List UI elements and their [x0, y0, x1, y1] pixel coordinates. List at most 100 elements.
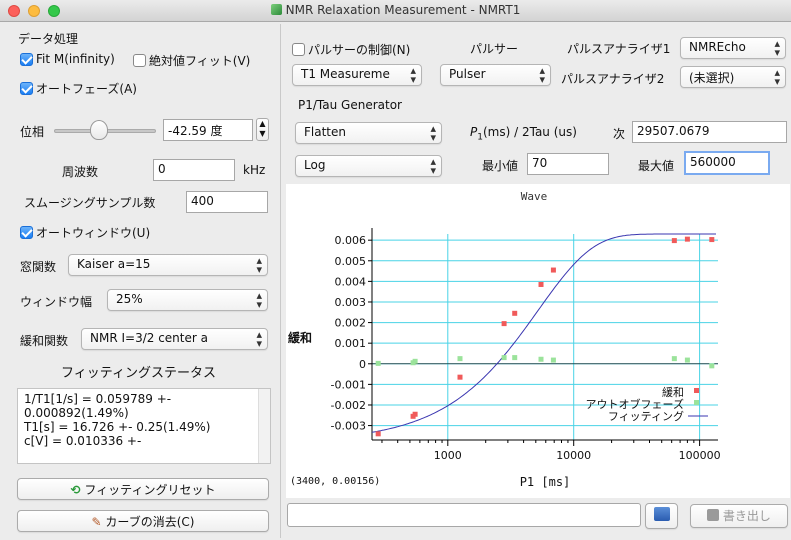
close-window-button[interactable]	[8, 5, 20, 17]
clear-curve-label: カーブの消去(C)	[105, 515, 195, 529]
out-of-phase-point	[709, 363, 715, 369]
x-tick-label: 100000	[679, 449, 721, 462]
x-tick-label: 1000	[434, 449, 462, 462]
relax-func-value: NMR I=3/2 center a	[90, 331, 208, 345]
next-label: 次	[613, 127, 626, 141]
y-tick-label: 0.005	[335, 255, 367, 268]
pulser-select[interactable]: Pulser ▴ ▾	[440, 64, 551, 86]
data-processing-title: データ処理	[18, 32, 79, 46]
relax-point	[550, 267, 556, 273]
relax-func-label: 緩和関数	[20, 334, 69, 348]
window-func-select[interactable]: Kaiser a=15 ▴ ▾	[68, 254, 268, 276]
fit-minf-check-box[interactable]	[20, 52, 33, 66]
flatten-select[interactable]: Flatten ▴ ▾	[295, 122, 442, 144]
fitting-reset-button[interactable]: ⟲ フィッティングリセット	[17, 478, 269, 500]
min-label: 最小値	[482, 159, 519, 173]
window-width-label: ウィンドウ幅	[20, 295, 93, 309]
frequency-label: 周波数	[62, 165, 99, 179]
x-axis-label: P1 [ms]	[520, 475, 571, 489]
chevron-updown-icon: ▴ ▾	[256, 254, 262, 276]
window-func-label: 窓関数	[20, 260, 57, 274]
pulser-control-check-box[interactable]	[292, 43, 305, 56]
next-value-field[interactable]: 29507.0679	[632, 121, 787, 143]
out-of-phase-point	[457, 356, 463, 362]
frequency-field[interactable]: 0	[153, 159, 235, 181]
mode-value: T1 Measureme	[301, 67, 390, 81]
flatten-value: Flatten	[304, 125, 346, 139]
minimize-window-button[interactable]	[28, 5, 40, 17]
relax-point	[501, 321, 507, 327]
y-axis-label: 緩和	[288, 330, 312, 345]
chevron-updown-icon: ▴ ▾	[774, 37, 780, 59]
export-button[interactable]: 書き出し	[690, 504, 788, 528]
window-width-select[interactable]: 25% ▴ ▾	[107, 289, 268, 311]
fit-status-line: c[V] = 0.010336 +-	[24, 434, 142, 448]
analyzer2-select[interactable]: (未選択) ▴ ▾	[680, 66, 786, 88]
zoom-window-button[interactable]	[48, 5, 60, 17]
legend-marker-relax	[694, 388, 699, 393]
smoothing-field[interactable]: 400	[186, 191, 268, 213]
fit-status-line: T1[s] = 16.726 +- 0.25(1.49%)	[24, 420, 211, 434]
scale-select[interactable]: Log ▴ ▾	[295, 155, 442, 177]
app-icon	[270, 4, 282, 15]
pulser-value: Pulser	[449, 67, 486, 81]
disk-icon	[653, 507, 670, 521]
chevron-updown-icon: ▴ ▾	[774, 66, 780, 88]
analyzer1-value: NMREcho	[689, 40, 746, 54]
out-of-phase-point	[512, 355, 518, 361]
frequency-unit: kHz	[243, 163, 266, 177]
window-title-wrap: NMR Relaxation Measurement - NMRT1	[0, 3, 791, 17]
x-tick-label: 10000	[556, 449, 591, 462]
command-input[interactable]	[287, 503, 641, 527]
relax-func-select[interactable]: NMR I=3/2 center a ▴ ▾	[81, 328, 268, 350]
pulser-control-checkbox[interactable]: パルサーの制御(N)	[292, 41, 410, 58]
analyzer1-select[interactable]: NMREcho ▴ ▾	[680, 37, 786, 59]
abs-fit-label: 絶対値フィット(V)	[149, 54, 251, 68]
out-of-phase-point	[550, 357, 556, 363]
splitter[interactable]	[280, 24, 281, 538]
broom-icon: ✎	[91, 515, 102, 529]
fit-minf-checkbox[interactable]: Fit M(infinity)	[20, 52, 115, 66]
abs-fit-check-box[interactable]	[133, 54, 146, 67]
fit-status-box[interactable]: 1/T1[1/s] = 0.059789 +- 0.000892(1.49%) …	[17, 388, 271, 464]
plot-area[interactable]: Wave 0.006 0.005 0.004 0.003 0.002 0.001 0 -0.00…	[286, 184, 790, 498]
min-value-field[interactable]: 70	[527, 153, 609, 175]
auto-window-label: オートウィンドウ(U)	[36, 226, 151, 240]
relaxation-chart[interactable]: Wave 0.006 0.005 0.004 0.003 0.002 0.001 0 -0.00…	[286, 184, 790, 498]
out-of-phase-point	[684, 357, 690, 363]
y-tick-label: -0.001	[331, 378, 366, 391]
p1-label-sub: 1	[477, 132, 483, 143]
max-value-field[interactable]: 560000	[684, 151, 770, 175]
coordinate-readout: (3400, 0.00156)	[290, 476, 380, 487]
clear-curve-button[interactable]: ✎ カーブの消去(C)	[17, 510, 269, 532]
auto-window-check-box[interactable]	[20, 226, 33, 239]
scale-value: Log	[304, 158, 326, 172]
auto-phase-checkbox[interactable]: オートフェーズ(A)	[20, 80, 137, 97]
legend-marker-out-of-phase	[694, 400, 699, 405]
chevron-updown-icon: ▴ ▾	[256, 328, 262, 350]
phase-value-field[interactable]: -42.59 度	[163, 119, 253, 141]
open-file-button[interactable]	[645, 503, 678, 529]
relax-point	[671, 238, 677, 244]
legend-label-relax: 緩和	[662, 386, 684, 399]
phase-stepper[interactable]: ▲ ▼	[256, 118, 269, 141]
out-of-phase-point	[375, 360, 381, 366]
title-bar: NMR Relaxation Measurement - NMRT1	[0, 0, 791, 22]
y-tick-label: -0.002	[331, 399, 366, 412]
relax-point	[457, 374, 463, 380]
abs-fit-checkbox[interactable]: 絶対値フィット(V)	[133, 52, 250, 69]
auto-phase-check-box[interactable]	[20, 82, 33, 95]
auto-window-checkbox[interactable]: オートウィンドウ(U)	[20, 224, 150, 241]
out-of-phase-point	[412, 358, 418, 364]
chevron-updown-icon: ▴ ▾	[539, 64, 545, 86]
phase-slider-thumb[interactable]	[90, 120, 108, 140]
fit-status-scrollbar[interactable]	[258, 389, 270, 463]
relax-point	[684, 236, 690, 242]
window-width-value: 25%	[116, 292, 143, 306]
window-func-value: Kaiser a=15	[77, 257, 151, 271]
pulser-label: パルサー	[470, 42, 519, 56]
chevron-updown-icon: ▴ ▾	[430, 122, 436, 144]
mode-select[interactable]: T1 Measureme ▴ ▾	[292, 64, 422, 86]
chevron-updown-icon: ▴ ▾	[410, 64, 416, 86]
chart-title: Wave	[521, 190, 548, 203]
